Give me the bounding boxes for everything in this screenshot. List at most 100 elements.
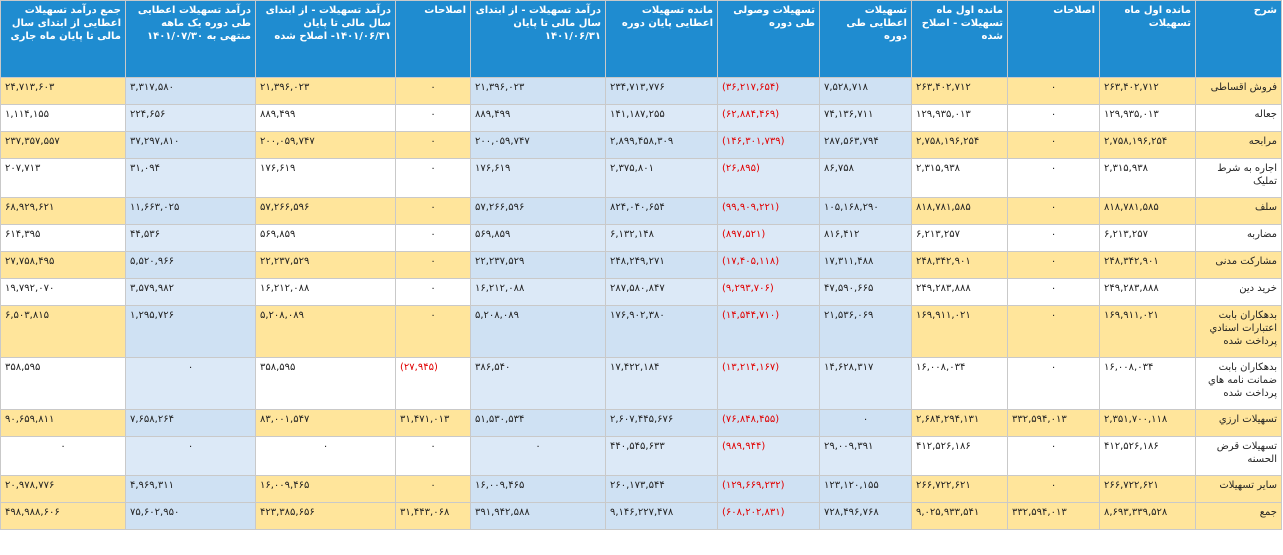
cell-income-total: ۹۰,۶۵۹,۸۱۱	[0, 409, 126, 437]
total-income-total: ۴۹۸,۹۸۸,۶۰۶	[0, 502, 126, 530]
cell-adjusted-opening-balance: ۸۱۸,۷۸۱,۵۸۵	[911, 197, 1008, 225]
cell-income-month: ۵,۵۲۰,۹۶۶	[125, 251, 256, 279]
header-closing-balance: مانده تسهیلات اعطایی پایان دوره	[605, 0, 718, 78]
cell-income-ytd: ۰	[470, 436, 606, 476]
cell-closing-balance: ۲,۳۷۵,۸۰۱	[605, 158, 718, 198]
cell-collected-in-period: (۸۹۷,۵۲۱)	[717, 224, 820, 252]
cell-adjustments: ۰	[1007, 131, 1100, 159]
cell-granted-in-period: ۲۱,۵۳۶,۰۶۹	[819, 305, 912, 358]
cell-granted-in-period: ۲۸۷,۵۶۳,۷۹۴	[819, 131, 912, 159]
cell-adjusted-opening-balance: ۱۶,۰۰۸,۰۳۴	[911, 357, 1008, 410]
cell-income-total: ۱,۱۱۴,۱۵۵	[0, 104, 126, 132]
cell-granted-in-period: ۸۶,۷۵۸	[819, 158, 912, 198]
cell-income-ytd: ۵۶۹,۸۵۹	[470, 224, 606, 252]
facilities-income-table: شرح مانده اول ماه تسهیلات اصلاحات مانده …	[0, 0, 1282, 530]
row-label: بدهکاران بابت اعتبارات اسنادي پرداخت شده	[1195, 305, 1282, 358]
cell-adjustments: ۰	[1007, 305, 1100, 358]
cell-opening-balance: ۶,۲۱۳,۲۵۷	[1099, 224, 1196, 252]
header-description: شرح	[1195, 0, 1282, 78]
cell-income-adjustments: ۰	[395, 104, 471, 132]
total-income-ytd-adjusted: ۴۲۳,۳۸۵,۶۵۶	[255, 502, 396, 530]
header-income-ytd-adjusted: درآمد تسهیلات - از ابتدای سال مالی تا پا…	[255, 0, 396, 78]
row-label: مشارکت مدنی	[1195, 251, 1282, 279]
cell-income-total: ۱۹,۷۹۲,۰۷۰	[0, 278, 126, 306]
cell-collected-in-period: (۶۲,۸۸۴,۴۶۹)	[717, 104, 820, 132]
cell-income-total: ۲۴,۷۱۳,۶۰۳	[0, 77, 126, 105]
cell-income-total: ۶۱۴,۳۹۵	[0, 224, 126, 252]
cell-income-month: ۳,۵۷۹,۹۸۲	[125, 278, 256, 306]
cell-opening-balance: ۲,۷۵۸,۱۹۶,۲۵۴	[1099, 131, 1196, 159]
cell-income-adjustments: ۰	[395, 197, 471, 225]
cell-opening-balance: ۲۴۹,۲۸۳,۸۸۸	[1099, 278, 1196, 306]
cell-income-adjustments: ۰	[395, 158, 471, 198]
row-label: سلف	[1195, 197, 1282, 225]
total-adjustments: ۳۳۲,۵۹۴,۰۱۳	[1007, 502, 1100, 530]
cell-income-total: ۶۸,۹۲۹,۶۲۱	[0, 197, 126, 225]
header-income-adjustments: اصلاحات	[395, 0, 471, 78]
header-granted-in-period: تسهیلات اعطایی طی دوره	[819, 0, 912, 78]
cell-closing-balance: ۲۶۰,۱۷۳,۵۴۴	[605, 475, 718, 503]
cell-granted-in-period: ۰	[819, 409, 912, 437]
cell-opening-balance: ۱۶,۰۰۸,۰۳۴	[1099, 357, 1196, 410]
cell-adjusted-opening-balance: ۲۴۸,۳۴۲,۹۰۱	[911, 251, 1008, 279]
cell-income-adjustments: ۰	[395, 251, 471, 279]
header-adjusted-opening-balance: مانده اول ماه تسهیلات - اصلاح شده	[911, 0, 1008, 78]
cell-income-ytd: ۵۱,۵۳۰,۵۳۴	[470, 409, 606, 437]
cell-income-ytd: ۲۲,۲۳۷,۵۲۹	[470, 251, 606, 279]
header-row: شرح مانده اول ماه تسهیلات اصلاحات مانده …	[0, 0, 1282, 78]
cell-closing-balance: ۲۸۷,۵۸۰,۸۴۷	[605, 278, 718, 306]
table-row: خرید دین ۲۴۹,۲۸۳,۸۸۸ ۰ ۲۴۹,۲۸۳,۸۸۸ ۴۷,۵۹…	[0, 278, 1282, 306]
cell-closing-balance: ۴۴۰,۵۴۵,۶۳۳	[605, 436, 718, 476]
cell-income-month: ۴۴,۵۳۶	[125, 224, 256, 252]
cell-adjustments: ۳۳۲,۵۹۴,۰۱۳	[1007, 409, 1100, 437]
cell-income-adjustments: ۰	[395, 224, 471, 252]
cell-income-adjustments: ۳۱,۴۷۱,۰۱۳	[395, 409, 471, 437]
table-row: تسهیلات قرض الحسنه ۴۱۲,۵۲۶,۱۸۶ ۰ ۴۱۲,۵۲۶…	[0, 436, 1282, 476]
cell-collected-in-period: (۱۷,۴۰۵,۱۱۸)	[717, 251, 820, 279]
table-row: مضاربه ۶,۲۱۳,۲۵۷ ۰ ۶,۲۱۳,۲۵۷ ۸۱۶,۴۱۲ (۸۹…	[0, 224, 1282, 252]
total-label: جمع	[1195, 502, 1282, 530]
header-adjustments: اصلاحات	[1007, 0, 1100, 78]
cell-adjustments: ۰	[1007, 77, 1100, 105]
cell-closing-balance: ۱۴۱,۱۸۷,۲۵۵	[605, 104, 718, 132]
cell-income-ytd-adjusted: ۸۸۹,۴۹۹	[255, 104, 396, 132]
cell-income-ytd-adjusted: ۲۱,۳۹۶,۰۲۳	[255, 77, 396, 105]
cell-collected-in-period: (۲۶,۸۹۵)	[717, 158, 820, 198]
total-income-ytd: ۳۹۱,۹۴۲,۵۸۸	[470, 502, 606, 530]
cell-income-month: ۰	[125, 357, 256, 410]
table-row: بدهکاران بابت اعتبارات اسنادي پرداخت شده…	[0, 305, 1282, 358]
cell-adjusted-opening-balance: ۲۴۹,۲۸۳,۸۸۸	[911, 278, 1008, 306]
row-label: مضاربه	[1195, 224, 1282, 252]
cell-income-adjustments: ۰	[395, 131, 471, 159]
cell-income-month: ۳۱,۰۹۴	[125, 158, 256, 198]
cell-adjustments: ۰	[1007, 104, 1100, 132]
cell-income-ytd-adjusted: ۵۷,۲۶۶,۵۹۶	[255, 197, 396, 225]
cell-collected-in-period: (۹۹,۹۰۹,۲۲۱)	[717, 197, 820, 225]
header-income-month: درآمد تسهیلات اعطایی طی دوره یک ماهه منت…	[125, 0, 256, 78]
cell-opening-balance: ۱۲۹,۹۳۵,۰۱۳	[1099, 104, 1196, 132]
cell-opening-balance: ۴۱۲,۵۲۶,۱۸۶	[1099, 436, 1196, 476]
cell-income-ytd-adjusted: ۵,۲۰۸,۰۸۹	[255, 305, 396, 358]
cell-closing-balance: ۱۷۶,۹۰۲,۳۸۰	[605, 305, 718, 358]
cell-closing-balance: ۲,۶۰۷,۴۴۵,۶۷۶	[605, 409, 718, 437]
cell-income-ytd: ۱۶,۲۱۲,۰۸۸	[470, 278, 606, 306]
cell-income-month: ۳,۳۱۷,۵۸۰	[125, 77, 256, 105]
table-row: فروش اقساطی ۲۶۳,۴۰۲,۷۱۲ ۰ ۲۶۳,۴۰۲,۷۱۲ ۷,…	[0, 77, 1282, 105]
cell-adjusted-opening-balance: ۲۶۳,۴۰۲,۷۱۲	[911, 77, 1008, 105]
cell-income-ytd-adjusted: ۰	[255, 436, 396, 476]
cell-income-total: ۰	[0, 436, 126, 476]
total-adjusted-opening-balance: ۹,۰۲۵,۹۳۳,۵۴۱	[911, 502, 1008, 530]
cell-income-month: ۲۲۴,۶۵۶	[125, 104, 256, 132]
cell-opening-balance: ۲۶۳,۴۰۲,۷۱۲	[1099, 77, 1196, 105]
cell-opening-balance: ۱۶۹,۹۱۱,۰۲۱	[1099, 305, 1196, 358]
cell-adjusted-opening-balance: ۱۶۹,۹۱۱,۰۲۱	[911, 305, 1008, 358]
cell-adjustments: ۰	[1007, 278, 1100, 306]
table-row: اجاره به شرط تملیک ۲,۳۱۵,۹۳۸ ۰ ۲,۳۱۵,۹۳۸…	[0, 158, 1282, 198]
cell-collected-in-period: (۳۶,۲۱۷,۶۵۴)	[717, 77, 820, 105]
cell-collected-in-period: (۹,۲۹۳,۷۰۶)	[717, 278, 820, 306]
cell-income-adjustments: ۰	[395, 436, 471, 476]
total-opening-balance: ۸,۶۹۳,۳۳۹,۵۲۸	[1099, 502, 1196, 530]
cell-collected-in-period: (۱۲۹,۶۶۹,۲۳۲)	[717, 475, 820, 503]
cell-opening-balance: ۲,۳۱۵,۹۳۸	[1099, 158, 1196, 198]
total-closing-balance: ۹,۱۴۶,۲۲۷,۴۷۸	[605, 502, 718, 530]
